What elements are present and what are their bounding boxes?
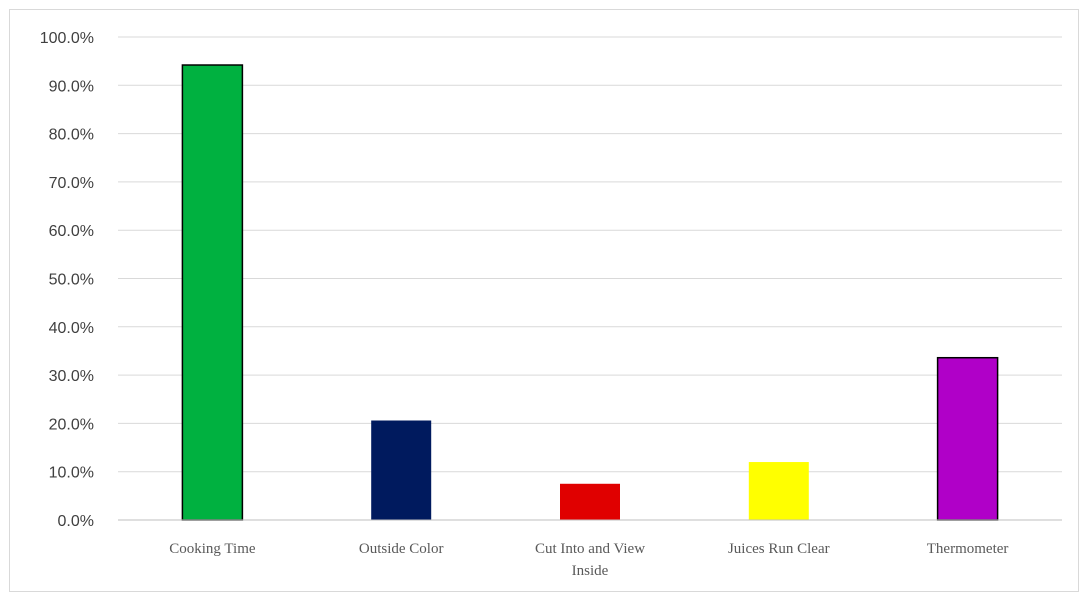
- x-axis-ticks: Cooking Time Outside Color Cut Into and Vi…: [169, 541, 1008, 579]
- bar-outside-color: [371, 420, 432, 520]
- bar-juices-run-clear: [748, 462, 809, 520]
- x-tick-label: Juices Run Clear: [728, 541, 830, 557]
- x-tick-label: Cut Into and View Inside: [535, 541, 645, 579]
- y-tick-label: 50.0%: [49, 272, 94, 289]
- y-tick-label: 30.0%: [49, 368, 94, 385]
- y-tick-label: 0.0%: [58, 513, 94, 530]
- y-tick-label: 60.0%: [49, 223, 94, 240]
- bars: [181, 64, 999, 521]
- y-tick-label: 80.0%: [49, 127, 94, 144]
- x-tick-label: Cooking Time: [169, 541, 256, 557]
- y-tick-label: 40.0%: [49, 320, 94, 337]
- x-tick-label: Outside Color: [359, 541, 444, 557]
- bar-thermometer: [936, 356, 999, 521]
- y-tick-label: 70.0%: [49, 175, 94, 192]
- bar-cut-into-and-view-inside: [560, 483, 620, 520]
- bar-cooking-time: [181, 64, 244, 521]
- y-tick-label: 100.0%: [40, 30, 94, 47]
- y-tick-label: 90.0%: [49, 78, 94, 95]
- y-axis-ticks: 0.0% 10.0% 20.0% 30.0% 40.0% 50.0% 60.0% 70.0% 8…: [40, 30, 94, 530]
- gridlines: [118, 36, 1062, 473]
- y-tick-label: 20.0%: [49, 416, 94, 433]
- y-tick-label: 10.0%: [49, 465, 94, 482]
- x-tick-label: Thermometer: [927, 541, 1009, 557]
